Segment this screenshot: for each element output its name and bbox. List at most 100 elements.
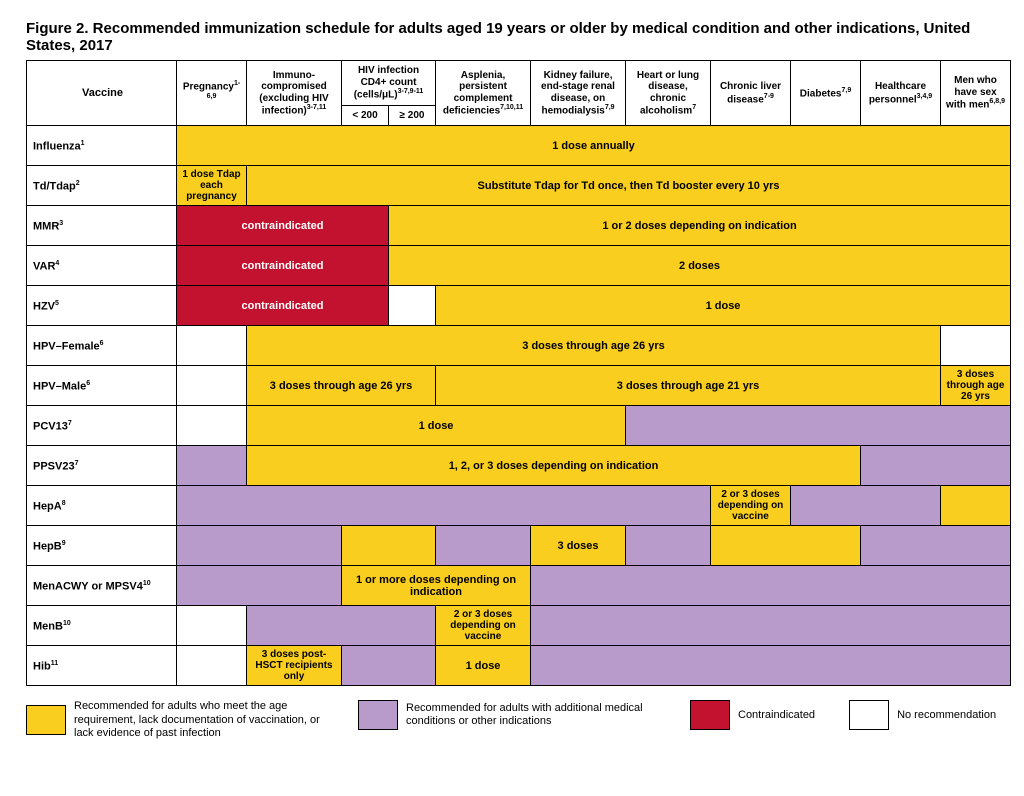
cell-dose: 2 doses xyxy=(389,258,1010,274)
cell-blank xyxy=(177,344,246,348)
col-heart: Heart or lung disease, chronic alcoholis… xyxy=(626,61,711,126)
vaccine-label: HPV–Female6 xyxy=(27,326,177,366)
cell-dose: 2 or 3 doses depending on vaccine xyxy=(711,487,790,524)
vaccine-label: Influenza1 xyxy=(27,126,177,166)
col-hiv-lt: < 200 xyxy=(342,105,389,126)
cell-dose: 1 or more doses depending on indication xyxy=(342,572,530,600)
row-mmr: MMR3 contraindicated 1 or 2 doses depend… xyxy=(27,206,1011,246)
vaccine-label: Td/Tdap2 xyxy=(27,166,177,206)
vaccine-label: HepA8 xyxy=(27,486,177,526)
cell-blank xyxy=(177,424,246,428)
cell-dose: Substitute Tdap for Td once, then Td boo… xyxy=(247,178,1010,194)
col-msm: Men who have sex with men6,8,9 xyxy=(941,61,1011,126)
legend: Recommended for adults who meet the age … xyxy=(26,700,998,740)
cell-dose: 1 or 2 doses depending on indication xyxy=(389,218,1010,234)
row-menb: MenB10 2 or 3 doses depending on vaccine xyxy=(27,606,1011,646)
row-menacwy: MenACWY or MPSV410 1 or more doses depen… xyxy=(27,566,1011,606)
cell-blank xyxy=(177,504,710,508)
col-asplenia: Asplenia, persistent complement deficien… xyxy=(436,61,531,126)
row-hpvf: HPV–Female6 3 doses through age 26 yrs xyxy=(27,326,1011,366)
vaccine-label: HZV5 xyxy=(27,286,177,326)
col-vaccine: Vaccine xyxy=(27,61,177,126)
cell-blank xyxy=(177,664,246,668)
vaccine-label: HPV–Male6 xyxy=(27,366,177,406)
cell-blank xyxy=(177,624,246,628)
row-influenza: Influenza1 1 dose annually xyxy=(27,126,1011,166)
legend-purple: Recommended for adults with additional m… xyxy=(358,700,656,730)
cell-blank xyxy=(941,504,1010,508)
cell-dose: 1 dose Tdap each pregnancy xyxy=(177,167,246,204)
cell-blank xyxy=(177,384,246,388)
vaccine-label: PPSV237 xyxy=(27,446,177,486)
cell-dose: 1 dose xyxy=(436,658,530,674)
cell-blank xyxy=(531,624,1010,628)
cell-contra: contraindicated xyxy=(177,298,388,314)
cell-blank xyxy=(626,544,710,548)
legend-text: No recommendation xyxy=(897,709,996,722)
cell-blank xyxy=(941,344,1010,348)
vaccine-label: Hib11 xyxy=(27,646,177,686)
col-hiv: HIV infection CD4+ count (cells/μL)3-7,9… xyxy=(342,61,436,106)
row-pcv13: PCV137 1 dose xyxy=(27,406,1011,446)
cell-contra: contraindicated xyxy=(177,258,388,274)
vaccine-label: VAR4 xyxy=(27,246,177,286)
cell-dose: 3 doses post-HSCT recipients only xyxy=(247,647,341,684)
col-kidney: Kidney failure, end-stage renal disease,… xyxy=(531,61,626,126)
cell-blank xyxy=(791,504,940,508)
legend-text: Contraindicated xyxy=(738,709,815,722)
col-pregnancy: Pregnancy1-6,9 xyxy=(177,61,247,126)
row-tdtdap: Td/Tdap2 1 dose Tdap each pregnancy Subs… xyxy=(27,166,1011,206)
swatch-red xyxy=(690,700,730,730)
figure-title: Figure 2. Recommended immunization sched… xyxy=(26,20,998,54)
cell-blank xyxy=(531,664,1010,668)
swatch-white xyxy=(849,700,889,730)
cell-blank xyxy=(531,584,1010,588)
cell-blank xyxy=(177,544,341,548)
legend-red: Contraindicated xyxy=(690,700,815,730)
cell-dose: 3 doses through age 26 yrs xyxy=(247,338,940,354)
vaccine-label: HepB9 xyxy=(27,526,177,566)
row-ppsv23: PPSV237 1, 2, or 3 doses depending on in… xyxy=(27,446,1011,486)
col-hcp: Healthcare personnel3,4,9 xyxy=(861,61,941,126)
cell-blank xyxy=(177,584,341,588)
legend-text: Recommended for adults with additional m… xyxy=(406,702,656,728)
swatch-yellow xyxy=(26,705,66,735)
cell-dose: 1 dose xyxy=(247,418,625,434)
cell-blank xyxy=(177,464,246,468)
cell-dose: 1, 2, or 3 doses depending on indication xyxy=(247,458,860,474)
cell-dose: 2 or 3 doses depending on vaccine xyxy=(436,607,530,644)
col-diabetes: Diabetes7,9 xyxy=(791,61,861,126)
cell-blank xyxy=(861,544,1010,548)
legend-text: Recommended for adults who meet the age … xyxy=(74,700,324,740)
vaccine-label: MenACWY or MPSV410 xyxy=(27,566,177,606)
row-var: VAR4 contraindicated 2 doses xyxy=(27,246,1011,286)
cell-dose: 1 dose annually xyxy=(177,138,1010,154)
cell-dose: 3 doses xyxy=(531,538,625,554)
cell-blank xyxy=(711,544,860,548)
row-hzv: HZV5 contraindicated 1 dose xyxy=(27,286,1011,326)
row-hepa: HepA8 2 or 3 doses depending on vaccine xyxy=(27,486,1011,526)
cell-dose: 1 dose xyxy=(436,298,1010,314)
cell-blank xyxy=(436,544,530,548)
cell-blank xyxy=(861,464,1010,468)
row-hpvm: HPV–Male6 3 doses through age 26 yrs 3 d… xyxy=(27,366,1011,406)
cell-blank xyxy=(389,304,435,308)
legend-yellow: Recommended for adults who meet the age … xyxy=(26,700,324,740)
legend-white: No recommendation xyxy=(849,700,996,730)
cell-contra: contraindicated xyxy=(177,218,388,234)
col-immuno: Immuno-compromised (excluding HIV infect… xyxy=(247,61,342,126)
vaccine-label: MMR3 xyxy=(27,206,177,246)
col-liver: Chronic liver disease7-9 xyxy=(711,61,791,126)
row-hib: Hib11 3 doses post-HSCT recipients only … xyxy=(27,646,1011,686)
cell-blank xyxy=(342,544,435,548)
swatch-purple xyxy=(358,700,398,730)
cell-dose: 3 doses through age 26 yrs xyxy=(247,378,435,394)
vaccine-label: MenB10 xyxy=(27,606,177,646)
cell-blank xyxy=(247,624,435,628)
col-hiv-ge: ≥ 200 xyxy=(389,105,436,126)
cell-dose xyxy=(626,424,1010,428)
vaccine-label: PCV137 xyxy=(27,406,177,446)
row-hepb: HepB9 3 doses xyxy=(27,526,1011,566)
cell-dose: 3 doses through age 21 yrs xyxy=(436,378,940,394)
schedule-table: Vaccine Pregnancy1-6,9 Immuno-compromise… xyxy=(26,60,1011,686)
